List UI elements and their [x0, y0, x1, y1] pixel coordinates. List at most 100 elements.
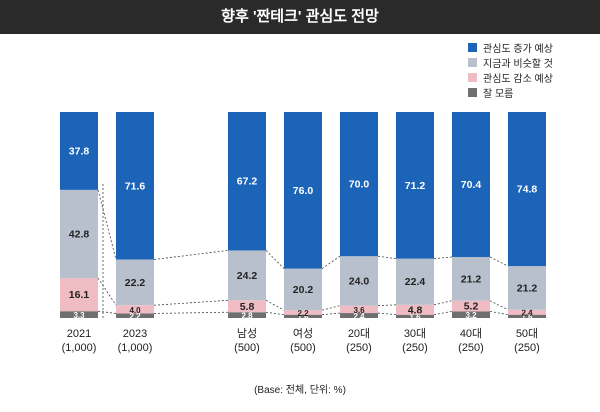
bar-segment-unknown — [508, 314, 546, 318]
connector-line-unknown — [489, 311, 509, 316]
connector-line-similar — [97, 189, 117, 260]
legend-swatch-unknown — [468, 88, 477, 97]
bar-segment-decrease — [284, 310, 322, 315]
bar-segment-similar — [340, 256, 378, 306]
connector-line-unknown — [377, 312, 397, 316]
connector-line-similar — [265, 250, 285, 269]
bar-segment-increase — [340, 112, 378, 257]
bar-segment-increase — [452, 112, 490, 258]
data-label-similar: 22.2 — [125, 277, 146, 289]
connector-line-similar — [489, 256, 509, 267]
data-label-decrease: 4.0 — [129, 306, 141, 315]
connector-line-decrease — [97, 277, 117, 306]
connector-line-similar — [433, 256, 453, 260]
connector-line-decrease — [265, 299, 285, 311]
data-label-unknown: 1.6 — [409, 313, 421, 322]
data-label-similar: 21.2 — [461, 273, 482, 285]
x-tick-base: (250) — [458, 342, 484, 354]
connector-line-similar — [153, 250, 229, 260]
x-tick-label: 2021 — [67, 328, 91, 340]
data-label-increase: 37.8 — [69, 145, 90, 157]
data-label-decrease: 2.2 — [297, 309, 309, 318]
bar-segment-unknown — [228, 312, 266, 318]
legend-label-decrease: 관심도 감소 예상 — [483, 74, 553, 85]
data-label-increase: 70.0 — [349, 179, 370, 191]
x-tick-label: 여성 — [293, 327, 313, 340]
bar-segment-unknown — [284, 314, 322, 318]
bar-segment-decrease — [228, 300, 266, 313]
connector-line-decrease — [321, 305, 341, 311]
connector-line-decrease — [489, 300, 509, 311]
base-note: (Base: 전체, 단위: %) — [254, 385, 346, 396]
data-label-decrease: 4.8 — [408, 304, 423, 316]
legend-swatch-increase — [468, 43, 477, 52]
legend-item-similar: 지금과 비슷할 것 — [468, 55, 553, 70]
data-label-unknown: 2.4 — [353, 312, 365, 321]
data-label-increase: 71.6 — [125, 180, 146, 192]
bar-segment-unknown — [396, 314, 434, 318]
bar-segment-increase — [508, 112, 546, 267]
data-label-increase: 74.8 — [517, 184, 538, 196]
data-label-unknown: 3.2 — [465, 311, 477, 320]
x-tick-base: (500) — [290, 342, 316, 354]
x-tick-label: 남성 — [237, 327, 257, 340]
connector-line-decrease — [433, 300, 453, 306]
connector-line-unknown — [321, 312, 341, 316]
data-label-similar: 21.2 — [517, 282, 538, 294]
bar-segment-similar — [396, 258, 434, 305]
bar-segment-similar — [116, 259, 154, 306]
x-tick-label: 50대 — [516, 327, 538, 340]
connector-line-unknown — [433, 311, 453, 316]
data-label-increase: 76.0 — [293, 185, 314, 197]
data-label-decrease: 16.1 — [69, 289, 90, 301]
data-label-unknown: 3.3 — [73, 311, 85, 320]
bar-segment-similar — [228, 250, 266, 301]
x-tick-label: 2023 — [123, 328, 147, 340]
bar-segment-increase — [396, 112, 434, 259]
connector-line-unknown — [153, 311, 229, 314]
connector-line-similar — [321, 255, 341, 269]
data-label-unknown: 1.6 — [297, 313, 309, 322]
legend-label-increase: 관심도 증가 예상 — [483, 44, 553, 55]
x-tick-base: (1,000) — [62, 342, 97, 354]
data-label-decrease: 5.2 — [464, 301, 479, 313]
bar-segment-decrease — [60, 278, 98, 312]
legend-label-unknown: 잘 모름 — [483, 89, 514, 100]
data-label-increase: 71.2 — [405, 180, 426, 192]
data-label-unknown: 1.6 — [521, 313, 533, 322]
legend-item-decrease: 관심도 감소 예상 — [468, 70, 553, 85]
chart-title: 향후 '짠테크' 관심도 전망 — [0, 0, 600, 34]
legend-swatch-decrease — [468, 73, 477, 82]
connector-line-unknown — [97, 310, 117, 314]
x-tick-base: (250) — [402, 342, 428, 354]
bar-segment-similar — [508, 266, 546, 310]
bar-segment-decrease — [116, 305, 154, 314]
data-label-similar: 24.2 — [237, 270, 258, 282]
data-label-unknown: 2.2 — [129, 312, 141, 321]
bar-segment-unknown — [340, 313, 378, 318]
legend-item-increase: 관심도 증가 예상 — [468, 40, 553, 55]
bar-segment-decrease — [396, 304, 434, 315]
bar-segment-decrease — [340, 305, 378, 314]
x-tick-label: 30대 — [404, 327, 426, 340]
bar-segment-unknown — [60, 311, 98, 318]
bar-segment-unknown — [452, 311, 490, 318]
bar-segment-increase — [228, 112, 266, 251]
x-tick-base: (250) — [346, 342, 372, 354]
data-label-similar: 22.4 — [405, 276, 426, 288]
x-tick-base: (1,000) — [118, 342, 153, 354]
legend: 관심도 증가 예상 지금과 비슷할 것 관심도 감소 예상 잘 모름 — [468, 40, 553, 100]
bar-segment-increase — [116, 112, 154, 260]
connector-line-unknown — [265, 311, 285, 316]
bar-segment-increase — [284, 112, 322, 269]
x-tick-label: 40대 — [460, 327, 482, 340]
legend-label-similar: 지금과 비슷할 것 — [483, 59, 553, 70]
bar-segment-unknown — [116, 313, 154, 318]
legend-item-unknown: 잘 모름 — [468, 85, 553, 100]
x-tick-base: (250) — [514, 342, 540, 354]
bar-segment-similar — [452, 257, 490, 301]
data-label-decrease: 5.8 — [240, 301, 255, 313]
connector-line-similar — [377, 255, 397, 260]
data-label-similar: 24.0 — [349, 275, 370, 287]
